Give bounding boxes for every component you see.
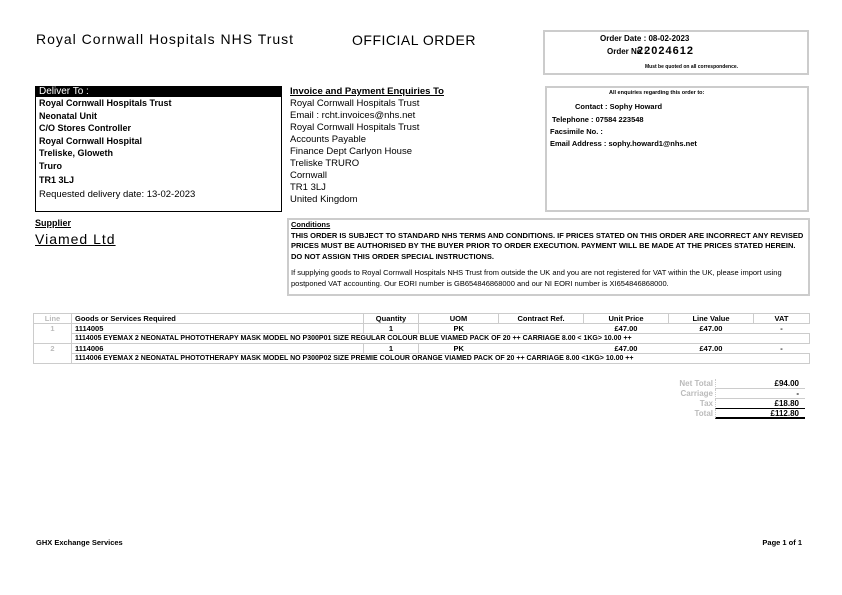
col-vat: VAT [753,313,810,324]
total-label: Total [694,409,713,418]
deliver-line: Royal Cornwall Hospitals Trust [39,98,172,108]
conditions-label: Conditions [291,220,331,229]
document-title: OFFICIAL ORDER [352,32,476,48]
invoice-line: Royal Cornwall Hospitals Trust [290,122,420,133]
quantity: 1 [363,323,419,334]
deliver-line: Treliske, Gloweth [39,148,114,158]
line-value: £47.00 [699,324,723,333]
item-description: 1114006 EYEMAX 2 NEONATAL PHOTOTHERAPY M… [71,353,810,364]
contact-email: Email Address : sophy.howard1@nhs.net [550,139,697,148]
deliver-line: Truro [39,160,63,171]
supplier-name: Viamed Ltd [35,231,116,247]
col-line-value: Line Value [668,313,754,324]
total-row: Total £112.80 [650,409,805,419]
order-no: 22024612 [637,45,694,57]
deliver-line: C/O Stores Controller [39,123,132,133]
uom: PK [453,324,464,333]
conditions-box: Conditions THIS ORDER IS SUBJECT TO STAN… [287,218,810,296]
trust-name: Royal Cornwall Hospitals NHS Trust [36,31,295,47]
invoice-line: Accounts Payable [290,134,367,145]
order-no-label: Order No : [607,47,647,56]
requested-delivery-date: Requested delivery date: 13-02-2023 [39,188,196,200]
contract-ref [499,324,584,334]
telephone-text: Telephone : 07584 223548 [552,115,644,124]
totals: Net Total £94.00 Carriage - Tax £18.80 Tota… [650,379,805,419]
contact-telephone: Telephone : 07584 223548 [552,115,644,124]
col-uom: UOM [418,313,499,324]
net-total-value: £94.00 [715,379,805,389]
carriage-value: - [715,389,805,399]
conditions-vat: If supplying goods to Royal Cornwall Hos… [291,268,782,288]
unit-price: £47.00 [614,324,638,333]
col-goods: Goods or Services Required [71,313,364,324]
conditions-terms: THIS ORDER IS SUBJECT TO STANDARD NHS TE… [291,230,804,261]
contact-name: Contact : Sophy Howard [575,102,663,111]
unit-price: £47.00 [614,344,638,353]
line-number: 2 [33,343,72,364]
deliver-line: Neonatal Unit [39,110,98,121]
invoice-line: TR1 3LJ [290,182,326,193]
deliver-postcode: TR1 3LJ [39,175,75,185]
net-total-label: Net Total [679,379,713,388]
item-code: 1114005 [71,323,364,334]
invoice-line: Treliske TRURO [290,158,360,169]
invoice-line: United Kingdom [290,194,358,205]
uom: PK [453,344,464,353]
quantity: 1 [363,343,419,354]
supplier-label: Supplier [35,218,72,228]
quote-note: Must be quoted on all correspondence. [645,64,739,70]
contract-ref [499,344,584,354]
invoice-enquiries: Invoice and Payment Enquiries To Royal C… [290,86,545,206]
deliver-to-label: Deliver To : [36,87,281,97]
order-lines-table: Line Goods or Services Required Quantity… [33,313,810,364]
vat: - [780,344,783,353]
tax-label: Tax [699,399,713,408]
contact-intro: All enquiries regarding this order to: [609,90,705,96]
table-header: Line Goods or Services Required Quantity… [33,313,810,324]
invoice-line: Cornwall [290,170,327,181]
contact-fax: Facsimile No. : [550,127,603,136]
col-quantity: Quantity [363,313,419,324]
page-number: Page 1 of 1 [762,538,802,547]
item-code: 1114006 [71,343,364,354]
col-unit-price: Unit Price [583,313,669,324]
col-contract: Contract Ref. [498,313,584,324]
footer-left: GHX Exchange Services [36,538,123,547]
carriage-row: Carriage - [650,389,805,399]
deliver-to-box: Deliver To : Royal Cornwall Hospitals Tr… [35,86,282,212]
supplier-section: Supplier Viamed Ltd [35,218,116,247]
table-row: 2 1114006 1 PK £47.00 £47.00 - [33,343,810,364]
net-total-row: Net Total £94.00 [650,379,805,389]
order-info-box: Order Date : 08-02-2023 Order No : 22024… [543,30,809,75]
table-row-description: 1114006 EYEMAX 2 NEONATAL PHOTOTHERAPY M… [34,353,810,364]
vat: - [780,324,783,333]
table-row-description: 1114005 EYEMAX 2 NEONATAL PHOTOTHERAPY M… [34,333,810,344]
invoice-line: Royal Cornwall Hospitals Trust [290,98,420,109]
total-value: £112.80 [715,409,805,419]
table-row: 1 1114005 1 PK £47.00 £47.00 - [33,323,810,344]
col-line: Line [33,313,72,324]
invoice-label: Invoice and Payment Enquiries To [290,86,444,97]
order-date: Order Date : 08-02-2023 [600,34,690,43]
invoice-line: Email : rcht.invoices@nhs.net [290,110,416,121]
tax-row: Tax £18.80 [650,399,805,409]
line-number: 1 [33,323,72,344]
deliver-line: Royal Cornwall Hospital [39,135,143,146]
tax-value: £18.80 [715,399,805,409]
contact-box: All enquiries regarding this order to: C… [545,86,809,212]
invoice-line: Finance Dept Carlyon House [290,146,412,157]
carriage-label: Carriage [680,389,713,398]
line-value: £47.00 [699,344,723,353]
item-description: 1114005 EYEMAX 2 NEONATAL PHOTOTHERAPY M… [71,333,810,344]
